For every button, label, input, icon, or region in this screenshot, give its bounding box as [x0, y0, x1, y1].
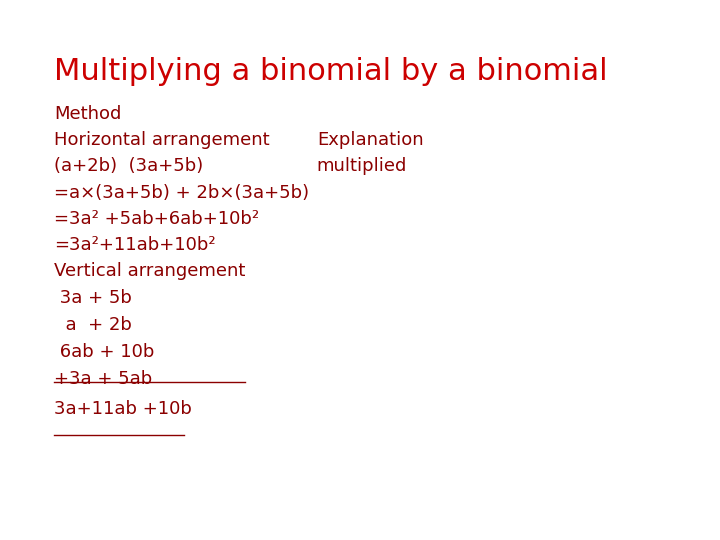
Text: =a×(3a+5b) + 2b×(3a+5b): =a×(3a+5b) + 2b×(3a+5b): [54, 184, 309, 201]
Text: +3a + 5ab: +3a + 5ab: [54, 370, 152, 388]
Text: multiplied: multiplied: [317, 157, 408, 174]
Text: 3a+11ab +10b: 3a+11ab +10b: [54, 400, 192, 417]
Text: Horizontal arrangement: Horizontal arrangement: [54, 131, 269, 149]
Text: (a+2b)  (3a+5b): (a+2b) (3a+5b): [54, 157, 203, 174]
Text: 6ab + 10b: 6ab + 10b: [54, 343, 154, 361]
Text: 3a + 5b: 3a + 5b: [54, 289, 132, 307]
Text: Multiplying a binomial by a binomial: Multiplying a binomial by a binomial: [54, 57, 608, 86]
Text: Vertical arrangement: Vertical arrangement: [54, 262, 246, 280]
Text: Explanation: Explanation: [317, 131, 423, 149]
Text: =3a² +5ab+6ab+10b²: =3a² +5ab+6ab+10b²: [54, 210, 259, 227]
Text: =3a²+11ab+10b²: =3a²+11ab+10b²: [54, 236, 215, 254]
Text: a  + 2b: a + 2b: [54, 316, 132, 334]
Text: Method: Method: [54, 105, 122, 123]
